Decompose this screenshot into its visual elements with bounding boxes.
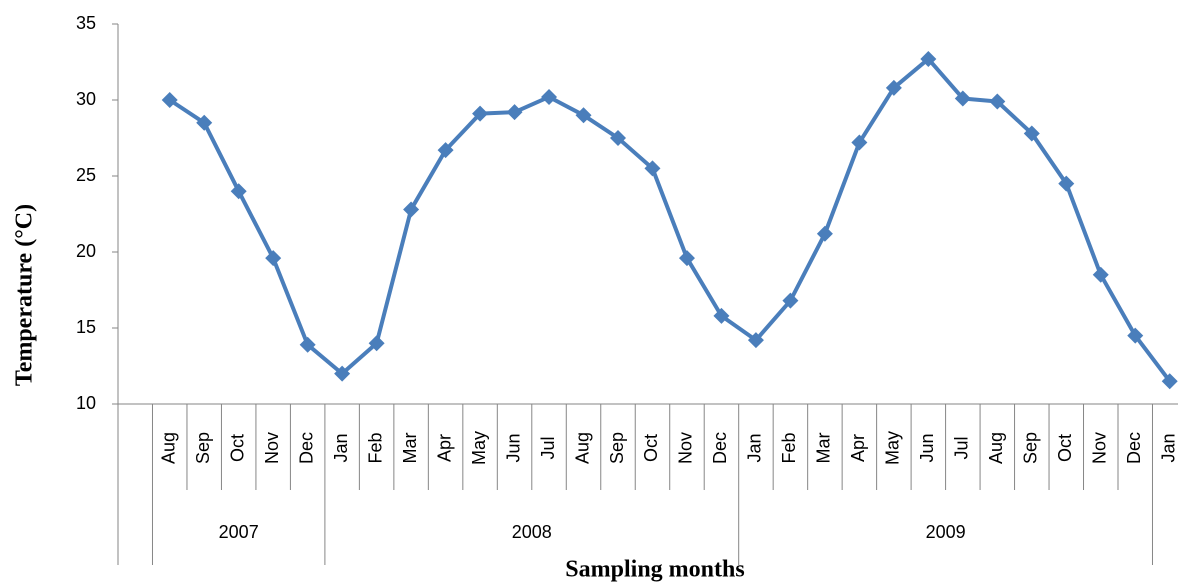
- marker: [1127, 327, 1144, 344]
- x-tick-label: Jun: [503, 433, 523, 462]
- x-tick-label: Dec: [1124, 432, 1144, 464]
- marker: [506, 104, 523, 121]
- x-tick-label: Oct: [641, 434, 661, 462]
- x-tick-label: Oct: [227, 434, 247, 462]
- x-group-label: 2009: [926, 522, 966, 542]
- marker: [161, 92, 178, 108]
- y-axis-title: Temperature (°C): [12, 204, 38, 386]
- x-tick-label: Nov: [676, 432, 696, 464]
- x-axis-title: Sampling months: [565, 557, 744, 583]
- x-tick-label: Jan: [331, 433, 351, 462]
- marker: [851, 134, 868, 151]
- x-tick-label: Aug: [158, 432, 178, 464]
- y-tick-label: 35: [76, 13, 96, 33]
- marker: [644, 160, 661, 177]
- x-group-label: 2007: [219, 522, 259, 542]
- x-tick-label: Sep: [193, 432, 213, 464]
- x-tick-label: Nov: [262, 432, 282, 464]
- x-tick-label: Jun: [917, 433, 937, 462]
- marker: [1058, 175, 1075, 192]
- line: [168, 56, 1172, 383]
- marker: [989, 93, 1006, 110]
- x-tick-label: Aug: [572, 432, 592, 464]
- marker: [541, 88, 558, 105]
- y-tick-label: 15: [76, 317, 96, 337]
- y-tick-label: 10: [76, 393, 96, 413]
- marker: [713, 307, 730, 324]
- marker: [920, 50, 937, 67]
- y-tick-label: 20: [76, 241, 96, 261]
- x-tick-label: Apr: [848, 434, 868, 462]
- x-tick-label: Oct: [1055, 434, 1075, 462]
- x-tick-label: Nov: [1090, 432, 1110, 464]
- y-tick-label: 30: [76, 89, 96, 109]
- marker: [782, 292, 799, 309]
- marker: [299, 336, 316, 353]
- x-tick-label: Sep: [1021, 432, 1041, 464]
- x-tick-label: Sep: [607, 432, 627, 464]
- marker: [885, 79, 902, 96]
- marker: [954, 90, 971, 107]
- marker: [403, 201, 420, 218]
- marker: [1092, 266, 1109, 283]
- x-tick-label: Feb: [779, 432, 799, 463]
- x-tick-label: Jan: [745, 433, 765, 462]
- marker: [816, 225, 833, 242]
- x-tick-label: Mar: [814, 432, 834, 463]
- x-group-label: 2008: [512, 522, 552, 542]
- x-tick-label: May: [883, 431, 903, 465]
- marker: [1161, 373, 1178, 390]
- x-tick-label: Jul: [952, 436, 972, 459]
- x-tick-label: Jan: [1158, 433, 1178, 462]
- x-tick-label: Mar: [400, 432, 420, 463]
- x-tick-label: Jul: [538, 436, 558, 459]
- x-tick-label: Dec: [296, 432, 316, 464]
- x-tick-label: May: [469, 431, 489, 465]
- marker: [196, 114, 213, 131]
- marker: [230, 183, 247, 200]
- marker: [575, 107, 592, 124]
- x-tick-label: Apr: [434, 434, 454, 462]
- marker: [265, 250, 282, 267]
- marker: [747, 332, 764, 349]
- marker: [678, 250, 695, 267]
- x-tick-label: Dec: [710, 432, 730, 464]
- marker: [1023, 125, 1040, 142]
- marker: [437, 142, 454, 159]
- marker: [610, 130, 626, 146]
- marker: [368, 335, 385, 352]
- x-tick-label: Aug: [986, 432, 1006, 464]
- x-tick-label: Feb: [365, 432, 385, 463]
- y-tick-label: 25: [76, 165, 96, 185]
- marker: [334, 365, 351, 382]
- marker: [472, 105, 489, 122]
